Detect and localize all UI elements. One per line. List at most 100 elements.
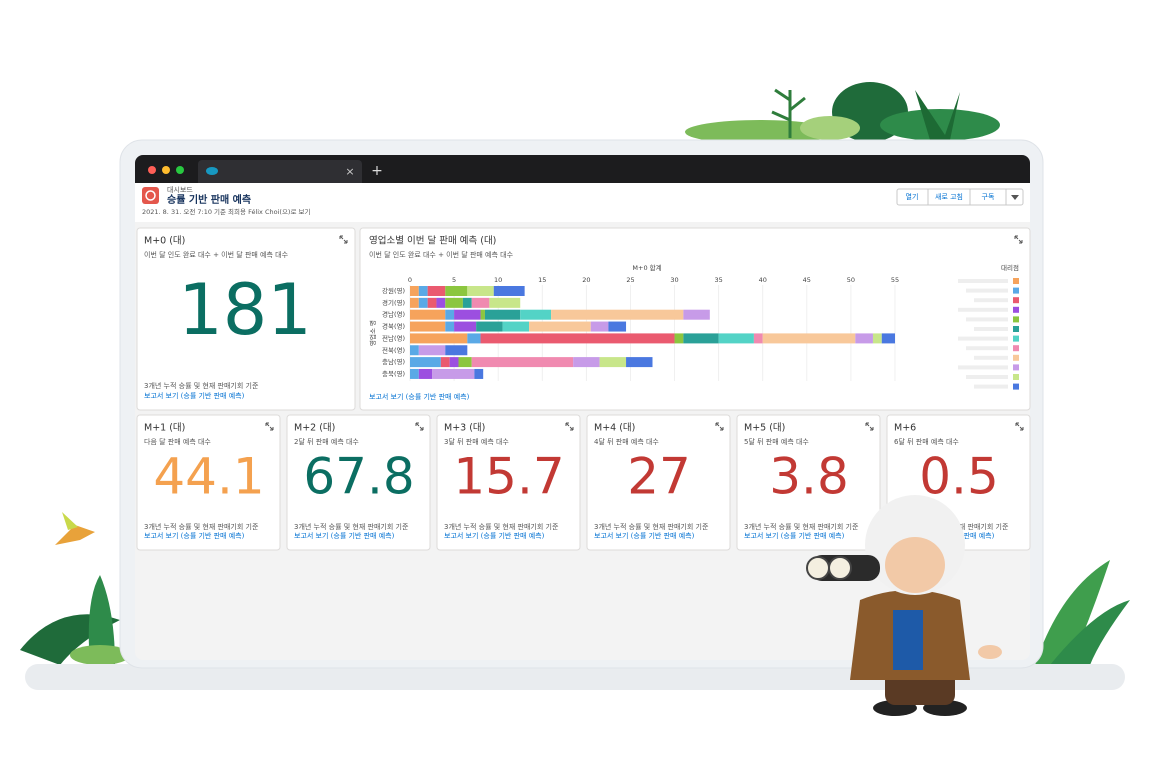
bar-segment — [626, 357, 653, 368]
bar-segment — [520, 309, 552, 320]
bar-segment — [418, 286, 428, 296]
report-link[interactable]: 보고서 보기 (승률 기반 판매 예측) — [144, 391, 245, 400]
card-subtitle: 3달 뒤 판매 예측 대수 — [444, 437, 509, 446]
window-maximize[interactable] — [176, 166, 184, 174]
expand-icon[interactable] — [415, 422, 424, 431]
expand-icon[interactable] — [339, 235, 348, 244]
card-subtitle: 다음 달 판매 예측 대수 — [144, 437, 211, 446]
bar-segment — [872, 333, 882, 344]
card-footer: 3개년 누적 승률 및 현재 판매기회 기준 — [144, 522, 259, 531]
bar-segment — [445, 321, 455, 332]
new-tab[interactable]: + — [371, 163, 383, 179]
card-title: M+3 (대) — [444, 423, 485, 434]
dashboard-icon-glyph — [145, 190, 156, 201]
tab-close[interactable]: × — [345, 165, 354, 178]
legend-swatch[interactable] — [1013, 326, 1019, 332]
legend-placeholder — [966, 375, 1008, 379]
y-tick-label: 충남(영) — [382, 357, 405, 366]
expand-icon[interactable] — [265, 422, 274, 431]
report-link[interactable]: 보고서 보기 (승률 기반 판매 예측) — [294, 531, 395, 540]
expand-icon[interactable] — [865, 422, 874, 431]
report-link[interactable]: 보고서 보기 (승률 기반 판매 예측) — [444, 531, 545, 540]
y-tick-label: 충북(영) — [382, 369, 405, 378]
x-tick-label: 5 — [452, 276, 456, 284]
expand-icon[interactable] — [715, 422, 724, 431]
report-link[interactable]: 보고서 보기 (승률 기반 판매 예측) — [369, 392, 470, 401]
expand-icon[interactable] — [1014, 235, 1023, 244]
y-tick-label: 경남(영) — [382, 310, 405, 319]
bar-segment — [489, 297, 521, 308]
button-open[interactable]: 열기 — [906, 192, 919, 201]
bar-segment — [440, 357, 450, 368]
x-tick-label: 10 — [494, 276, 502, 284]
card-footer: 3개년 누적 승률 및 현재 판매기회 기준 — [444, 522, 559, 531]
bar-segment — [573, 357, 600, 368]
button-dropdown[interactable] — [1011, 195, 1019, 200]
tab-icon — [206, 167, 218, 175]
mascot — [806, 495, 1002, 716]
legend-swatch[interactable] — [1013, 287, 1019, 294]
legend-swatch[interactable] — [1013, 306, 1019, 313]
bar-segment — [445, 309, 455, 320]
expand-icon[interactable] — [565, 422, 574, 431]
legend-swatch[interactable] — [1013, 383, 1019, 390]
dashboard-header — [135, 183, 1030, 222]
card-subtitle: 5달 뒤 판매 예측 대수 — [744, 437, 809, 446]
expand-icon[interactable] — [1015, 422, 1024, 431]
card-title: M+5 (대) — [744, 423, 785, 434]
bar-segment — [445, 297, 463, 308]
bar-segment — [410, 286, 419, 296]
window-close[interactable] — [148, 166, 156, 174]
report-link[interactable]: 보고서 보기 (승률 기반 판매 예측) — [594, 531, 695, 540]
bar-segment — [474, 368, 484, 379]
legend-placeholder — [974, 355, 1008, 360]
legend-title: 대리점 — [1001, 263, 1019, 272]
card-subtitle: 이번 달 인도 완료 대수 + 이번 달 판매 예측 대수 — [144, 250, 289, 259]
card-title: M+6 — [894, 423, 916, 434]
legend-swatch[interactable] — [1013, 316, 1019, 323]
legend-swatch[interactable] — [1013, 297, 1019, 304]
report-link[interactable]: 보고서 보기 (승률 기반 판매 예측) — [744, 531, 845, 540]
legend-swatch[interactable] — [1013, 364, 1019, 371]
bar-segment — [855, 333, 873, 344]
bar-segment — [683, 309, 710, 320]
legend-swatch[interactable] — [1013, 354, 1019, 361]
metric-card — [286, 414, 431, 551]
x-tick-label: 35 — [714, 276, 722, 284]
button-refresh[interactable]: 새로 고침 — [935, 192, 963, 201]
bar-segment — [590, 321, 609, 332]
bar-segment — [432, 368, 475, 379]
legend-swatch[interactable] — [1013, 278, 1019, 284]
bar-segment — [449, 357, 459, 368]
legend-swatch[interactable] — [1013, 345, 1019, 352]
x-tick-label: 25 — [626, 276, 634, 284]
bar-segment — [683, 333, 719, 344]
bar-segment — [493, 286, 525, 296]
browser-tab[interactable] — [198, 160, 362, 183]
window-minimize[interactable] — [162, 166, 170, 174]
card-footer: 3개년 누적 승률 및 현재 판매기회 기준 — [594, 522, 709, 531]
breadcrumb[interactable]: 대시보드 — [167, 186, 193, 194]
legend-placeholder — [958, 279, 1008, 283]
bar-segment — [418, 368, 433, 379]
card-title: M+4 (대) — [594, 423, 635, 434]
bar-segment — [427, 297, 437, 308]
card-subtitle: 2달 뒤 판매 예측 대수 — [294, 437, 359, 446]
bar-segment — [436, 297, 446, 308]
legend-swatch[interactable] — [1013, 335, 1019, 342]
legend-swatch[interactable] — [1013, 374, 1019, 380]
button-subscribe[interactable]: 구독 — [982, 193, 995, 201]
metric-card — [136, 414, 281, 551]
metric-value: 0.5 — [919, 448, 999, 506]
bar-segment — [608, 321, 627, 332]
y-tick-label: 강원(영) — [382, 286, 405, 295]
report-link[interactable]: 보고서 보기 (승률 기반 판매 예측) — [144, 531, 245, 540]
card-title: M+0 (대) — [144, 236, 185, 247]
bar-segment — [480, 309, 485, 320]
bar-segment — [599, 357, 627, 368]
bar-segment — [410, 357, 441, 368]
y-axis-title: 영업소 명 — [368, 320, 377, 346]
bar-segment — [410, 333, 468, 344]
metric-value: 3.8 — [769, 448, 849, 506]
